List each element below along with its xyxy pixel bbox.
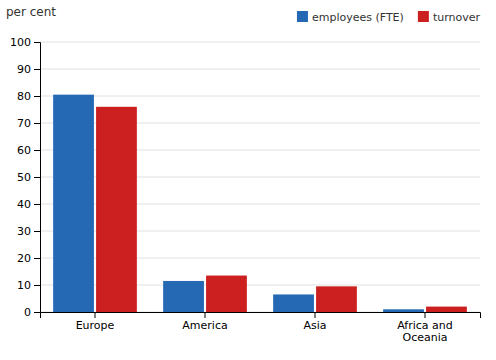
tick-mark [34, 177, 40, 178]
y-tick: 30 [17, 225, 40, 238]
bar [206, 276, 247, 312]
y-axis-label: per cent [6, 5, 56, 19]
bar [163, 281, 204, 312]
x-tick: Europe [76, 312, 115, 332]
y-tick: 20 [17, 252, 40, 265]
y-axis: 0 10 20 30 40 50 60 70 80 90 100 [10, 36, 41, 319]
grid-line [40, 96, 480, 97]
tick-mark [95, 312, 96, 318]
axis-line [34, 43, 41, 313]
tick-mark [425, 312, 426, 318]
tick-mark [315, 312, 316, 318]
legend: employees (FTE) turnover [297, 11, 481, 24]
bar-series [53, 95, 424, 312]
legend-swatch [418, 11, 429, 22]
plot: 0 10 20 30 40 50 60 70 80 90 100 Europe America Asia A… [10, 36, 481, 344]
legend-item: employees (FTE) [297, 11, 404, 24]
y-tick: 60 [17, 144, 40, 157]
tick-label: 100 [10, 36, 31, 49]
x-axis: Europe America Asia Africa andOceania [41, 312, 481, 344]
legend-label: employees (FTE) [312, 11, 404, 24]
y-tick: 10 [17, 279, 40, 292]
tick-label: 80 [17, 90, 31, 103]
y-tick: 90 [17, 63, 40, 76]
tick-label: 50 [17, 171, 31, 184]
bar-series [96, 107, 467, 312]
bar [383, 309, 424, 312]
tick-mark [34, 204, 40, 205]
x-tick: Asia [303, 312, 326, 332]
x-tick: America [182, 312, 227, 332]
tick-label: 0 [24, 306, 31, 319]
tick-label: Europe [76, 319, 115, 332]
bar [53, 95, 94, 312]
tick-mark [34, 123, 40, 124]
tick-label: America [182, 319, 227, 332]
bar [96, 107, 137, 312]
tick-mark [34, 285, 40, 286]
chart: 0 10 20 30 40 50 60 70 80 90 100 Europe America Asia A… [0, 0, 496, 360]
y-tick: 80 [17, 90, 40, 103]
bar [316, 286, 357, 312]
axis-line [41, 313, 481, 319]
grid [40, 42, 480, 312]
tick-label: 30 [17, 225, 31, 238]
legend-swatch [297, 11, 308, 22]
y-tick: 40 [17, 198, 40, 211]
bars [53, 95, 467, 312]
tick-label: Asia [303, 319, 326, 332]
tick-mark [34, 69, 40, 70]
y-tick: 70 [17, 117, 40, 130]
tick-label: 20 [17, 252, 31, 265]
tick-mark [34, 312, 40, 313]
grid-line [40, 69, 480, 70]
tick-label: 10 [17, 279, 31, 292]
tick-mark [34, 96, 40, 97]
grid-line [40, 42, 480, 43]
bar [273, 294, 314, 312]
tick-label: Africa andOceania [397, 319, 453, 345]
tick-label: 90 [17, 63, 31, 76]
legend-label: turnover [433, 11, 481, 24]
y-tick: 100 [10, 36, 40, 49]
bar [426, 307, 467, 312]
x-tick: Africa andOceania [397, 312, 453, 344]
tick-mark [34, 150, 40, 151]
tick-mark [34, 231, 40, 232]
y-tick: 0 [24, 306, 40, 319]
tick-mark [205, 312, 206, 318]
legend-item: turnover [418, 11, 481, 24]
tick-mark [34, 42, 40, 43]
tick-label: 60 [17, 144, 31, 157]
tick-label: 70 [17, 117, 31, 130]
y-tick: 50 [17, 171, 40, 184]
tick-mark [34, 258, 40, 259]
tick-label: 40 [17, 198, 31, 211]
